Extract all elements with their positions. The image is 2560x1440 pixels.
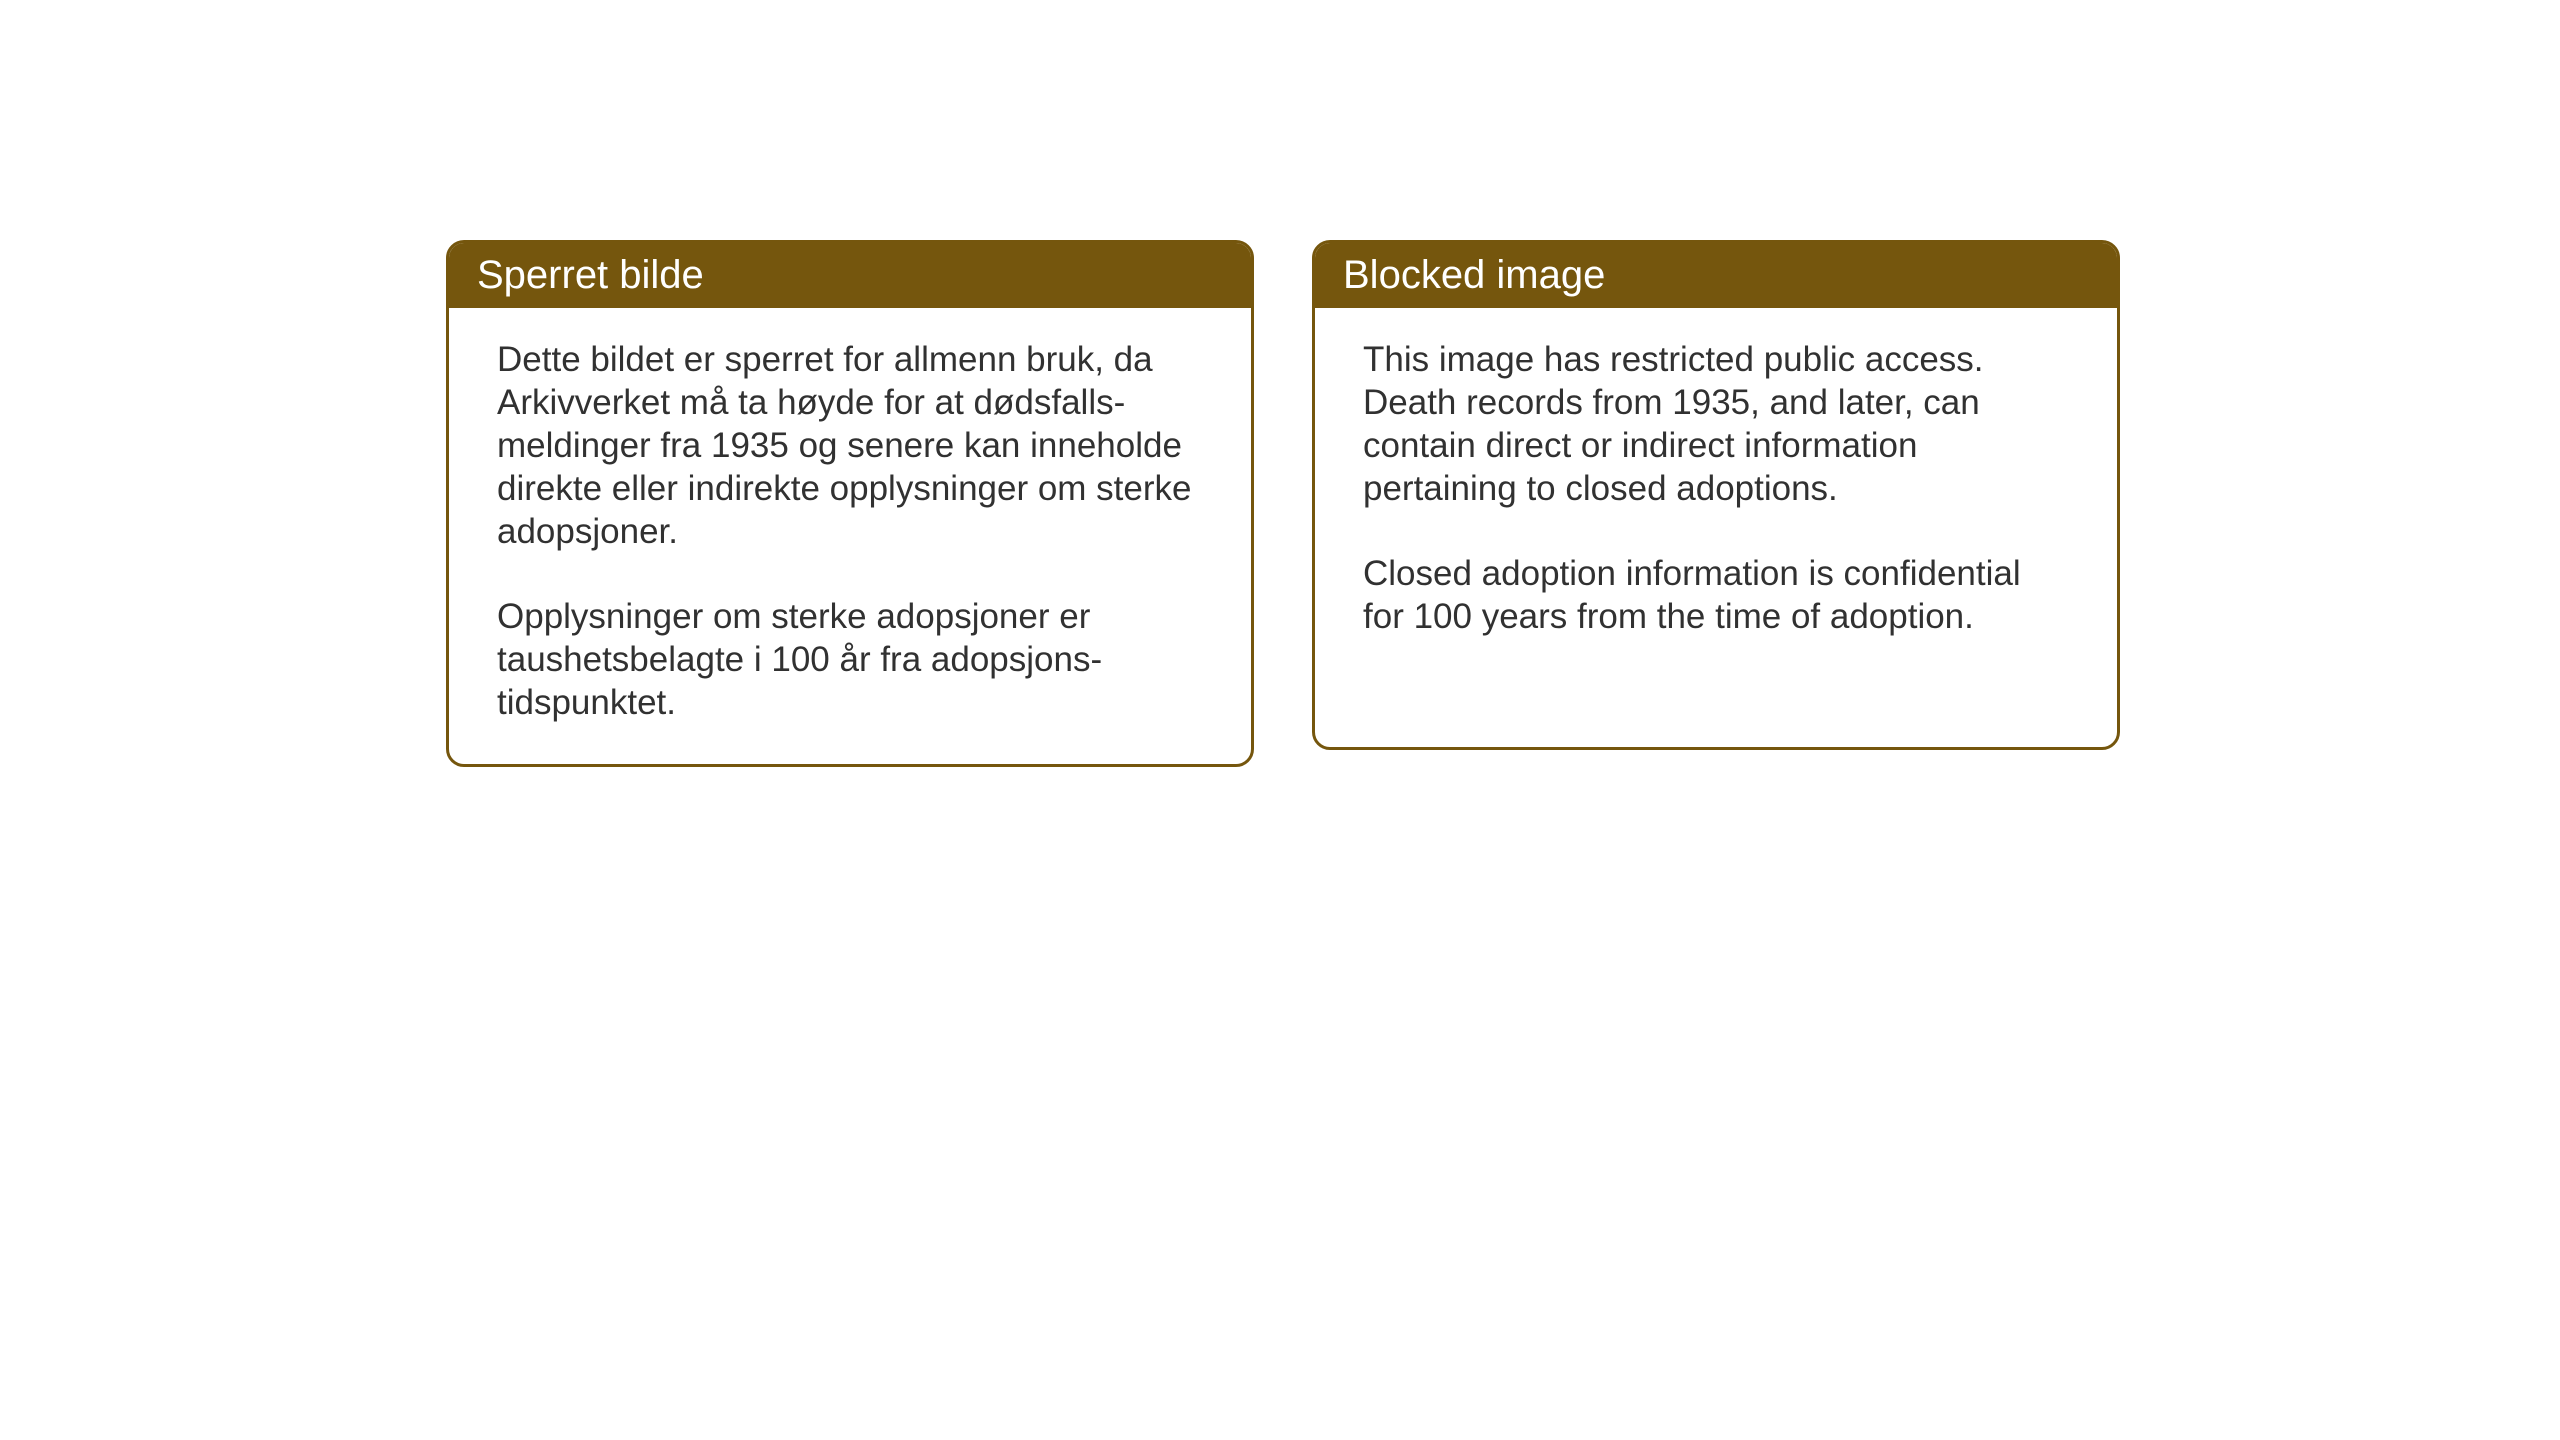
notice-title-english: Blocked image xyxy=(1343,253,1605,297)
notice-card-norwegian: Sperret bilde Dette bildet er sperret fo… xyxy=(446,240,1254,767)
notice-body-norwegian: Dette bildet er sperret for allmenn bruk… xyxy=(449,308,1251,764)
notice-title-norwegian: Sperret bilde xyxy=(477,253,704,297)
notice-header-norwegian: Sperret bilde xyxy=(449,243,1251,308)
notice-paragraph-1-english: This image has restricted public access.… xyxy=(1363,338,2069,510)
notice-header-english: Blocked image xyxy=(1315,243,2117,308)
notice-card-english: Blocked image This image has restricted … xyxy=(1312,240,2120,750)
notice-paragraph-2-english: Closed adoption information is confident… xyxy=(1363,552,2069,638)
notice-container: Sperret bilde Dette bildet er sperret fo… xyxy=(446,240,2120,767)
notice-paragraph-1-norwegian: Dette bildet er sperret for allmenn bruk… xyxy=(497,338,1203,553)
notice-body-english: This image has restricted public access.… xyxy=(1315,308,2117,678)
notice-paragraph-2-norwegian: Opplysninger om sterke adopsjoner er tau… xyxy=(497,595,1203,724)
